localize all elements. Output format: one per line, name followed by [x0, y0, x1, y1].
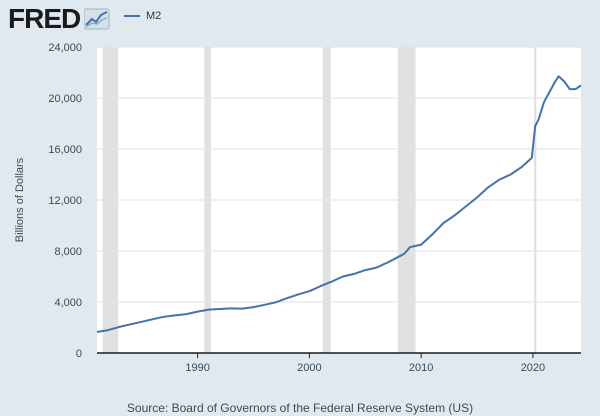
data-point	[548, 90, 552, 94]
data-point	[475, 195, 479, 199]
y-tick-label: 20,000	[48, 93, 82, 105]
data-point	[557, 74, 561, 78]
y-tick-label: 4,000	[54, 297, 82, 309]
data-point	[386, 260, 390, 264]
data-point	[307, 289, 311, 293]
data-point	[207, 308, 211, 312]
data-point	[285, 296, 289, 300]
data-point	[537, 118, 541, 122]
data-point	[453, 213, 457, 217]
data-point	[352, 272, 356, 276]
data-point	[464, 204, 468, 208]
x-tick-label: 2020	[521, 362, 545, 374]
y-tick-label: 16,000	[48, 144, 82, 156]
data-point	[117, 325, 121, 329]
x-tick-label: 1990	[185, 362, 209, 374]
data-point	[576, 86, 580, 90]
data-point	[173, 313, 177, 317]
y-tick-label: 8,000	[54, 246, 82, 258]
data-point	[319, 284, 323, 288]
data-point	[562, 79, 566, 83]
series-line-m2[interactable]	[96, 75, 582, 333]
brand-name: FRED	[8, 3, 81, 34]
data-point	[184, 312, 188, 316]
data-point	[330, 280, 334, 284]
legend-label: M2	[146, 10, 162, 22]
trend-line-icon	[84, 8, 110, 30]
data-point	[442, 221, 446, 225]
data-point	[430, 232, 434, 236]
data-point	[568, 87, 572, 91]
data-point	[196, 310, 200, 314]
data-point	[530, 156, 534, 160]
data-point	[151, 317, 155, 321]
y-tick-label: 12,000	[48, 195, 82, 207]
y-tick-label: 24,000	[48, 42, 82, 54]
data-point	[497, 178, 501, 182]
source-note: Source: Board of Governors of the Federa…	[126, 401, 474, 415]
data-point	[408, 245, 412, 249]
data-point	[240, 307, 244, 311]
data-point	[296, 292, 300, 296]
data-point	[274, 300, 278, 304]
data-point	[106, 328, 110, 332]
data-point	[579, 83, 583, 87]
data-point	[533, 124, 537, 128]
data-point	[374, 266, 378, 270]
data-point	[486, 185, 490, 189]
x-tick-label: 2000	[297, 362, 321, 374]
data-point	[251, 305, 255, 309]
legend[interactable]: M2	[124, 10, 161, 22]
data-point	[363, 268, 367, 272]
data-point	[520, 165, 524, 169]
data-point	[95, 330, 99, 334]
data-point	[263, 303, 267, 307]
data-point	[509, 173, 513, 177]
data-point	[542, 100, 546, 104]
data-point	[397, 255, 401, 259]
data-point	[218, 307, 222, 311]
data-point	[341, 275, 345, 279]
x-tick-label: 2010	[409, 362, 433, 374]
data-point	[419, 243, 423, 247]
data-point	[129, 322, 133, 326]
data-point	[402, 252, 406, 256]
data-point	[140, 320, 144, 324]
data-point	[162, 315, 166, 319]
data-point	[229, 306, 233, 310]
legend-swatch	[124, 15, 140, 17]
fred-logo[interactable]: FRED	[8, 5, 110, 33]
data-point	[553, 79, 557, 83]
y-tick-label: 0	[76, 348, 82, 360]
